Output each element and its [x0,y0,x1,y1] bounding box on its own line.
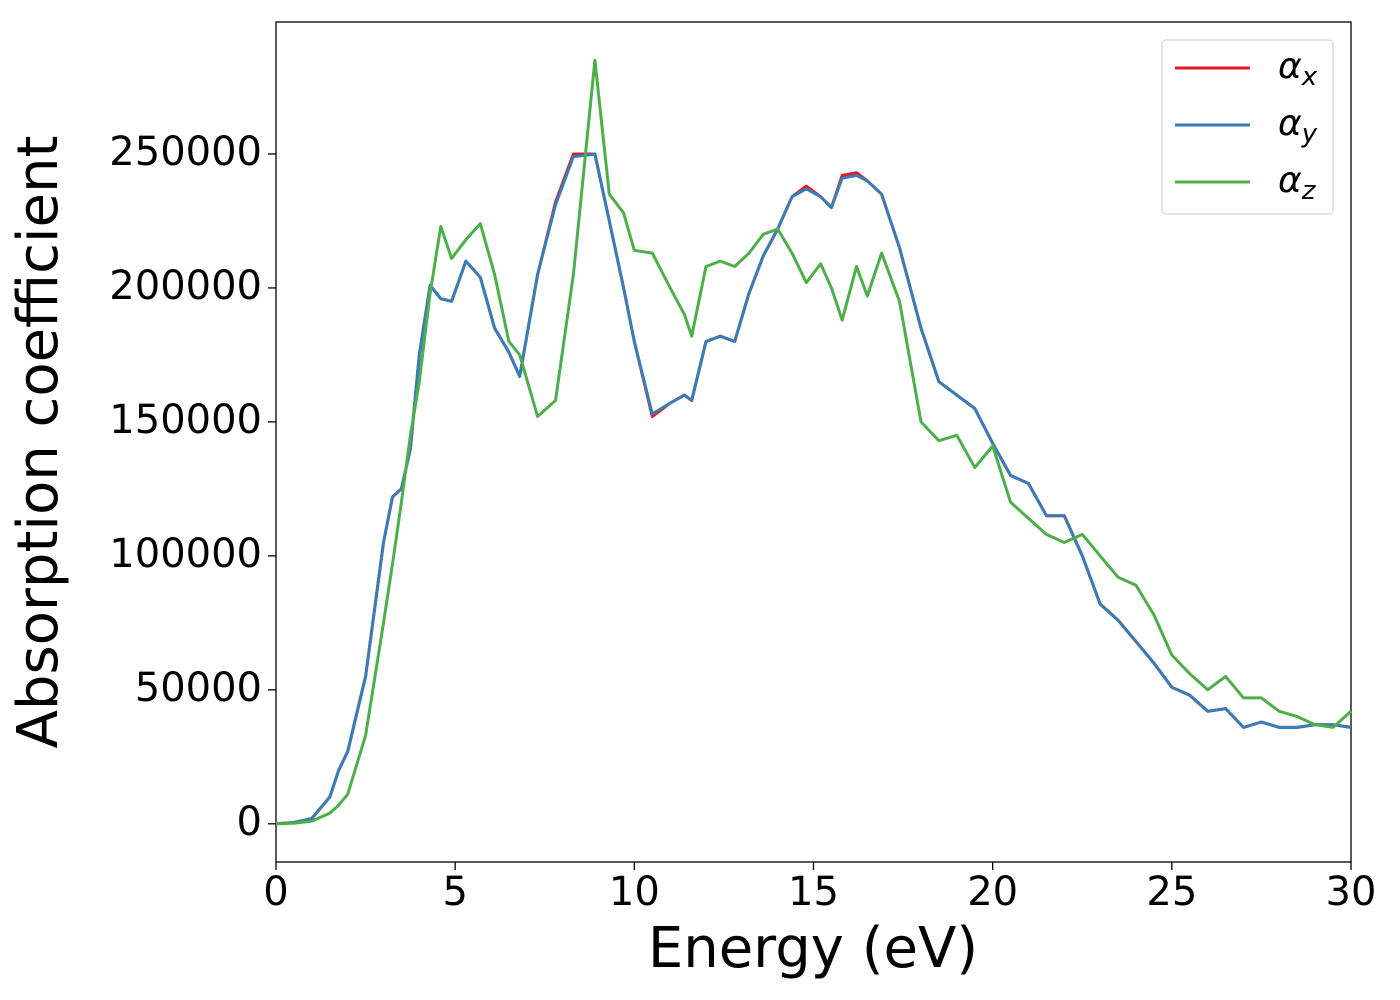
x-tick-label: 10 [609,869,660,915]
x-tick-label: 20 [967,869,1018,915]
x-axis-label: Energy (eV) [648,916,978,981]
x-tick-label: 30 [1326,869,1377,915]
x-tick-label: 25 [1146,869,1197,915]
y-axis-label: Absorption coefficient [6,136,71,749]
series-line [275,58,1353,826]
y-tick-label: 0 [237,799,262,845]
y-tick-label: 250000 [109,129,262,175]
y-tick-label: 150000 [109,397,262,443]
y-tick-label: 200000 [109,263,262,309]
legend-box [1161,39,1334,215]
series-line [275,152,1352,826]
legend-label: αz [1278,160,1317,206]
x-tick-label: 0 [263,869,288,915]
y-tick-label: 50000 [135,665,262,711]
y-tick-label: 100000 [109,531,262,577]
legend-label: αx [1278,46,1318,92]
legend-label: αy [1278,103,1318,149]
x-tick-label: 5 [442,869,467,915]
x-tick-label: 15 [788,869,839,915]
